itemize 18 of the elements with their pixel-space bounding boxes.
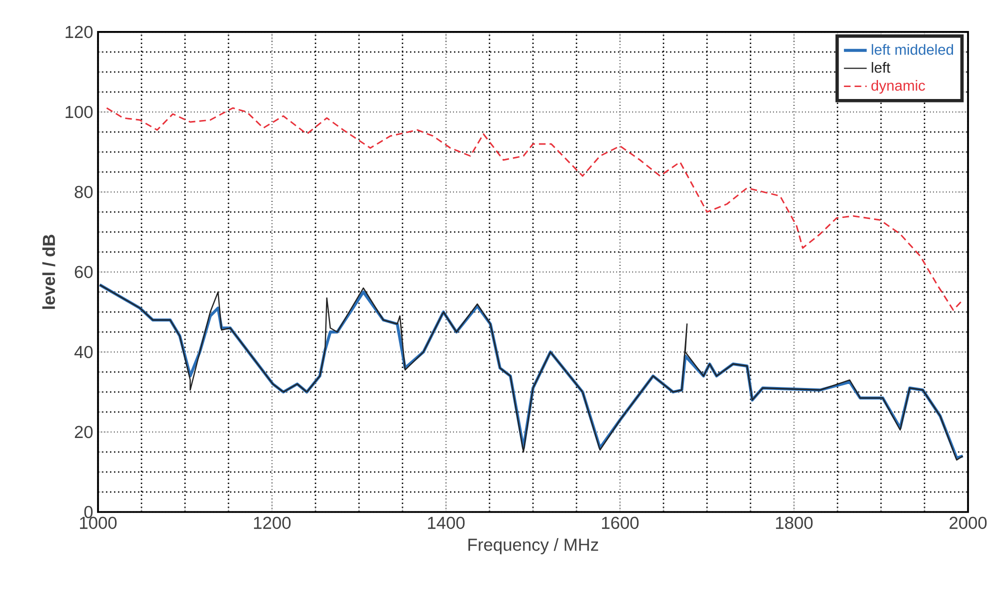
- x-tick-label: 1800: [776, 516, 813, 529]
- y-tick-label: 0: [84, 506, 93, 518]
- x-axis-title: Frequency / MHz: [468, 538, 598, 554]
- x-tick-label: 1200: [254, 516, 291, 529]
- legend-label: dynamic: [871, 80, 926, 94]
- x-tick-label: 2000: [950, 516, 987, 529]
- y-axis-title: level / dB: [42, 234, 56, 309]
- x-tick-label: 1000: [80, 516, 117, 529]
- x-tick-label: 1600: [602, 516, 639, 529]
- y-tick-label: 80: [74, 186, 93, 198]
- legend-label: left: [872, 62, 890, 73]
- y-tick-label: 60: [74, 266, 93, 278]
- x-tick-label: 1400: [428, 516, 465, 529]
- y-tick-label: 20: [74, 426, 93, 438]
- legend-label: left middeled: [872, 44, 954, 55]
- y-tick-label: 40: [74, 346, 93, 358]
- y-tick-label: 120: [66, 26, 93, 38]
- y-tick-label: 100: [66, 106, 93, 118]
